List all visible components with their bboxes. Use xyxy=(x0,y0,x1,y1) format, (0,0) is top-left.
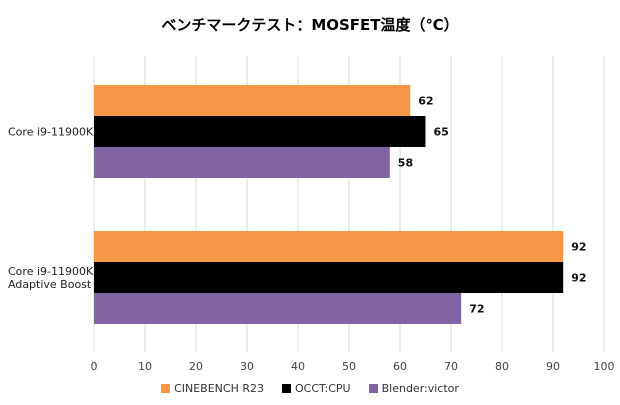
bar xyxy=(94,262,564,293)
bar xyxy=(94,231,564,262)
bar xyxy=(94,116,426,147)
legend-label: CINEBENCH R23 xyxy=(174,382,264,395)
data-label: 92 xyxy=(571,241,586,254)
bars-group xyxy=(94,85,564,324)
legend-label: OCCT:CPU xyxy=(295,382,351,395)
category-label: Core i9-11900K xyxy=(8,126,94,139)
x-tick-label: 10 xyxy=(138,360,152,373)
legend-item: OCCT:CPU xyxy=(282,382,351,395)
x-tick-label: 100 xyxy=(594,360,615,373)
x-tick-label: 40 xyxy=(291,360,305,373)
bar xyxy=(94,293,462,324)
legend-label: Blender:victor xyxy=(381,382,459,395)
x-axis-ticks: 0 10 20 30 40 50 60 70 80 90 100 xyxy=(91,360,615,373)
data-label: 65 xyxy=(434,126,449,139)
legend-swatch xyxy=(161,384,171,393)
x-tick-label: 80 xyxy=(495,360,509,373)
data-label: 62 xyxy=(418,95,433,108)
data-label: 72 xyxy=(469,303,484,316)
bar xyxy=(94,147,390,178)
data-label: 92 xyxy=(571,272,586,285)
legend-item: CINEBENCH R23 xyxy=(161,382,264,395)
bar xyxy=(94,85,411,116)
x-tick-label: 50 xyxy=(342,360,356,373)
x-tick-label: 90 xyxy=(546,360,560,373)
legend-swatch xyxy=(282,384,291,393)
legend-swatch xyxy=(368,384,378,393)
legend: CINEBENCH R23 OCCT:CPU Blender:victor xyxy=(0,382,620,395)
category-labels: Core i9-11900K Core i9-11900K Adaptive Boo… xyxy=(8,126,94,292)
legend-item: Blender:victor xyxy=(368,382,459,395)
x-tick-label: 60 xyxy=(393,360,407,373)
data-label: 58 xyxy=(398,157,413,170)
x-tick-label: 0 xyxy=(91,360,98,373)
x-tick-label: 30 xyxy=(240,360,254,373)
x-tick-label: 20 xyxy=(189,360,203,373)
category-label: Core i9-11900K Adaptive Boost xyxy=(8,265,94,291)
x-tick-label: 70 xyxy=(444,360,458,373)
value-labels: 62 65 58 92 92 72 xyxy=(398,95,587,316)
chart-title: ベンチマークテスト：MOSFET温度（℃） xyxy=(161,16,458,34)
